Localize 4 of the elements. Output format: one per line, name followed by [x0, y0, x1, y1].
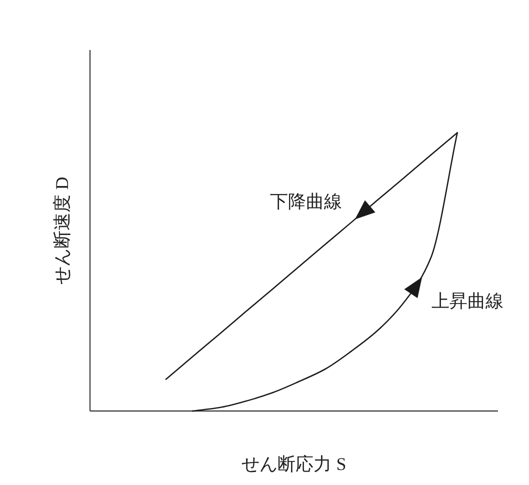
x-axis-title: せん断応力 S: [242, 454, 346, 474]
legend-label: 下降曲線: [270, 192, 342, 212]
y-axis-title: せん断速度 D: [52, 176, 72, 284]
series-label: 上昇曲線: [431, 291, 504, 312]
